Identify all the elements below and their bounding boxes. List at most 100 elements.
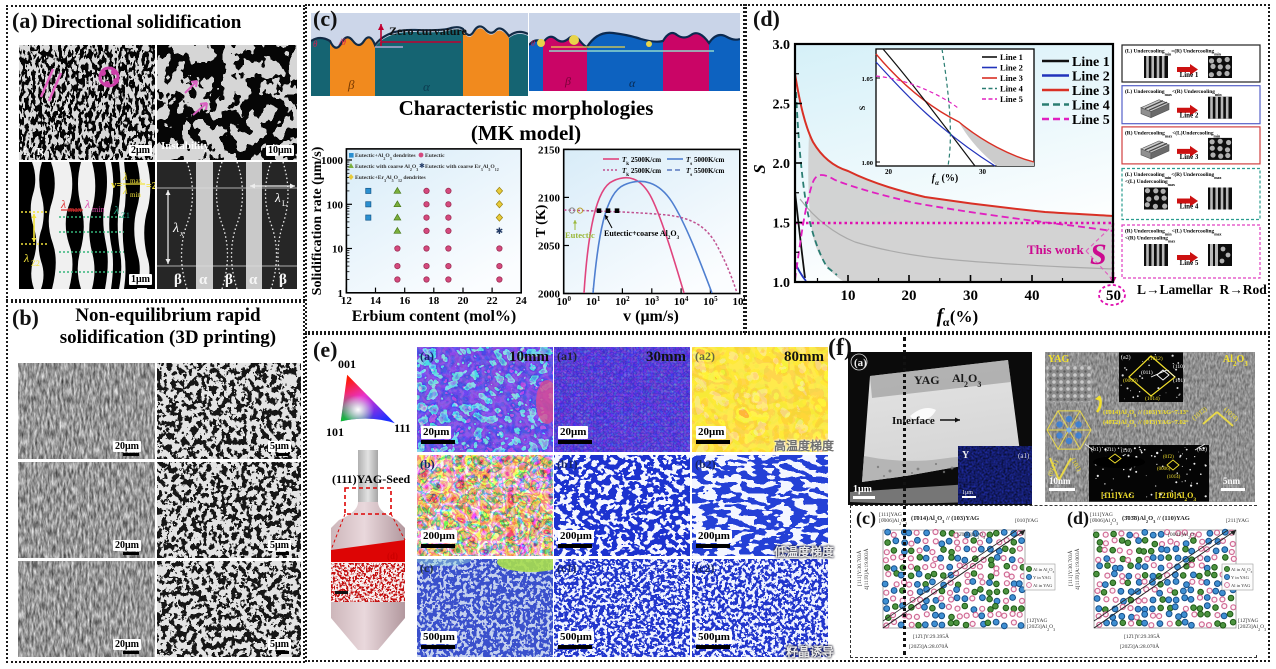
svg-text:(L) Undercoolingmin<(R) Underc: (L) Undercoolingmin<(R) Undercoolingmax [1125,171,1222,180]
svg-text:(2̄11): (2̄11) [1105,448,1116,453]
svg-text:min: min [130,191,141,199]
svg-text:Zero curvature: Zero curvature [389,24,468,38]
svg-text:T (K): T (K) [534,204,549,237]
svg-text:(L) Undercoolingmin=(R) Underc: (L) Undercoolingmin=(R) Undercoolingmin [1125,48,1222,57]
svg-text:(101): (101) [1173,377,1185,384]
svg-text:[202̄3]A:28.070Å: [202̄3]A:28.070Å [1120,642,1159,650]
svg-text:λ: λ [23,251,29,265]
svg-text:[2̄000]Al2O3: [2̄000]Al2O3 [957,532,985,540]
svg-text:(b2): (b2) [1197,446,1207,453]
svg-text:Eutectic+Er3Al5O12 dendrites: Eutectic+Er3Al5O12 dendrites [355,175,427,183]
svg-text:β: β [225,272,233,288]
svg-text:2.5: 2.5 [773,98,791,113]
svg-text:101: 101 [586,295,601,308]
svg-text:β: β [564,74,571,88]
svg-text:[12̄]YAG: [12̄]YAG [1027,618,1047,624]
svg-text:1μm: 1μm [962,490,973,496]
svg-text:14: 14 [370,295,382,307]
svg-text:[1̄21̄0]Al2O3: [1̄21̄0]Al2O3 [1155,491,1196,502]
svg-text:20: 20 [902,288,917,304]
svg-text:(101̄4): (101̄4) [1167,475,1181,480]
svg-text:✱: ✱ [496,226,504,236]
svg-text:Erbium content (mol%): Erbium content (mol%) [352,308,516,325]
svg-text:α: α [629,76,636,90]
svg-text:Tk 2500K/cm: Tk 2500K/cm [622,156,661,167]
svg-text:Al in YAG: Al in YAG [1231,583,1251,588]
svg-text:λ: λ [122,185,128,197]
svg-text:(0006): (0006) [1157,467,1171,472]
svg-text:Eutectic with coarse Al2O3: Eutectic with coarse Al2O3 [355,164,418,172]
svg-text:30: 30 [963,288,978,304]
svg-text:[0̄006]Al2O3: [0̄006]Al2O3 [879,518,907,526]
svg-text:(1̄014)Al2O3 // (103)YAG: (1̄014)Al2O3 // (103)YAG [911,515,979,524]
svg-text:18: 18 [428,295,440,307]
svg-text:θ: θ [313,39,318,49]
svg-text:Eutectic+coarse Al2O3: Eutectic+coarse Al2O3 [604,229,680,241]
svg-text:20: 20 [885,168,893,176]
svg-text:λ: λ [122,171,128,183]
svg-text:(0006): (0006) [1123,377,1138,384]
svg-text:1.0: 1.0 [773,276,791,291]
svg-text:104: 104 [674,295,689,308]
svg-text:12: 12 [341,295,353,307]
svg-text:Line 1: Line 1 [1180,71,1199,79]
svg-text:Line 3: Line 3 [1072,84,1110,99]
svg-text:Eutectic: Eutectic [425,153,445,159]
svg-text:S: S [1090,238,1107,271]
svg-text:5nm: 5nm [1223,476,1241,486]
svg-text:1.00: 1.00 [862,160,873,167]
svg-text:24: 24 [516,295,528,307]
svg-text:[211]YAG: [211]YAG [1226,518,1249,524]
svg-text:(%): (%) [950,307,978,326]
svg-text:Line 3: Line 3 [1000,73,1023,83]
svg-text:β: β [347,77,355,92]
svg-text:(R) Undercoolingmin<(L) Underc: (R) Undercoolingmin<(L) Undercoolingmax [1125,228,1222,237]
svg-text:L: L [282,199,287,208]
svg-text:(01̄2): (01̄2) [1163,455,1174,460]
svg-text:max: max [130,177,143,185]
svg-text:1000: 1000 [321,155,344,167]
svg-text:20: 20 [458,295,470,307]
svg-text:2150: 2150 [538,144,561,156]
svg-text:Ts 5000K/cm: Ts 5000K/cm [686,156,724,167]
svg-text:λ: λ [60,197,66,211]
svg-text:10: 10 [841,288,856,304]
svg-text:L//R: L//R [23,146,45,158]
svg-text:Line 1: Line 1 [1072,55,1110,70]
svg-text:/θ: /θ [338,37,347,47]
svg-text:Line 4: Line 4 [1000,84,1024,94]
svg-text:λ: λ [113,203,119,217]
svg-text:10: 10 [332,244,344,256]
svg-text:Interface: Interface [892,415,935,427]
svg-text:10nm: 10nm [1049,476,1071,486]
svg-text:16: 16 [399,295,411,307]
svg-text:v=: v= [111,179,123,191]
svg-text:fα (%): fα (%) [932,173,958,187]
svg-text:λ: λ [274,190,281,205]
svg-text:(1̄014)Al2O3 // (103)YAG~7.13°: (1̄014)Al2O3 // (103)YAG~7.13° [1103,409,1189,418]
svg-text:(L) Undercoolingmax<(R) Underc: (L) Undercoolingmax<(R) Undercoolingmin [1125,88,1222,97]
svg-text:Line 2: Line 2 [1072,70,1110,85]
svg-text:[12̄1]Y:29.395Å: [12̄1]Y:29.395Å [1124,632,1160,640]
svg-text:(a1): (a1) [1018,452,1030,460]
svg-text:Al2O3: Al2O3 [952,371,981,389]
svg-text:v (μm/s): v (μm/s) [623,308,679,325]
svg-text:Al in YAG: Al in YAG [1033,583,1053,588]
svg-text:1.05: 1.05 [862,76,874,83]
svg-text:α: α [943,315,950,329]
svg-text:Instability: Instability [161,140,210,152]
svg-text:Line 1: Line 1 [1000,52,1023,62]
svg-text:103: 103 [645,295,660,308]
svg-text:[010]YAG: [010]YAG [1015,518,1038,524]
svg-text:[12̄]YAG: [12̄]YAG [1238,618,1258,624]
svg-text:[111]YAG: [111]YAG [879,512,902,518]
svg-text:Line 3: Line 3 [1180,153,1199,161]
svg-text:λ: λ [62,102,68,114]
svg-text:Line 4: Line 4 [1072,99,1110,114]
svg-text:[202̄3]Al2O3: [202̄3]Al2O3 [1027,624,1055,632]
svg-text:β: β [279,272,287,288]
svg-text:Solidification rate (μm/s): Solidification rate (μm/s) [310,146,325,295]
svg-text:[0̄006]Al2O3: [0̄006]Al2O3 [1090,518,1118,526]
svg-text:(a2): (a2) [1121,354,1131,361]
svg-text:(110): (110) [1173,363,1185,370]
